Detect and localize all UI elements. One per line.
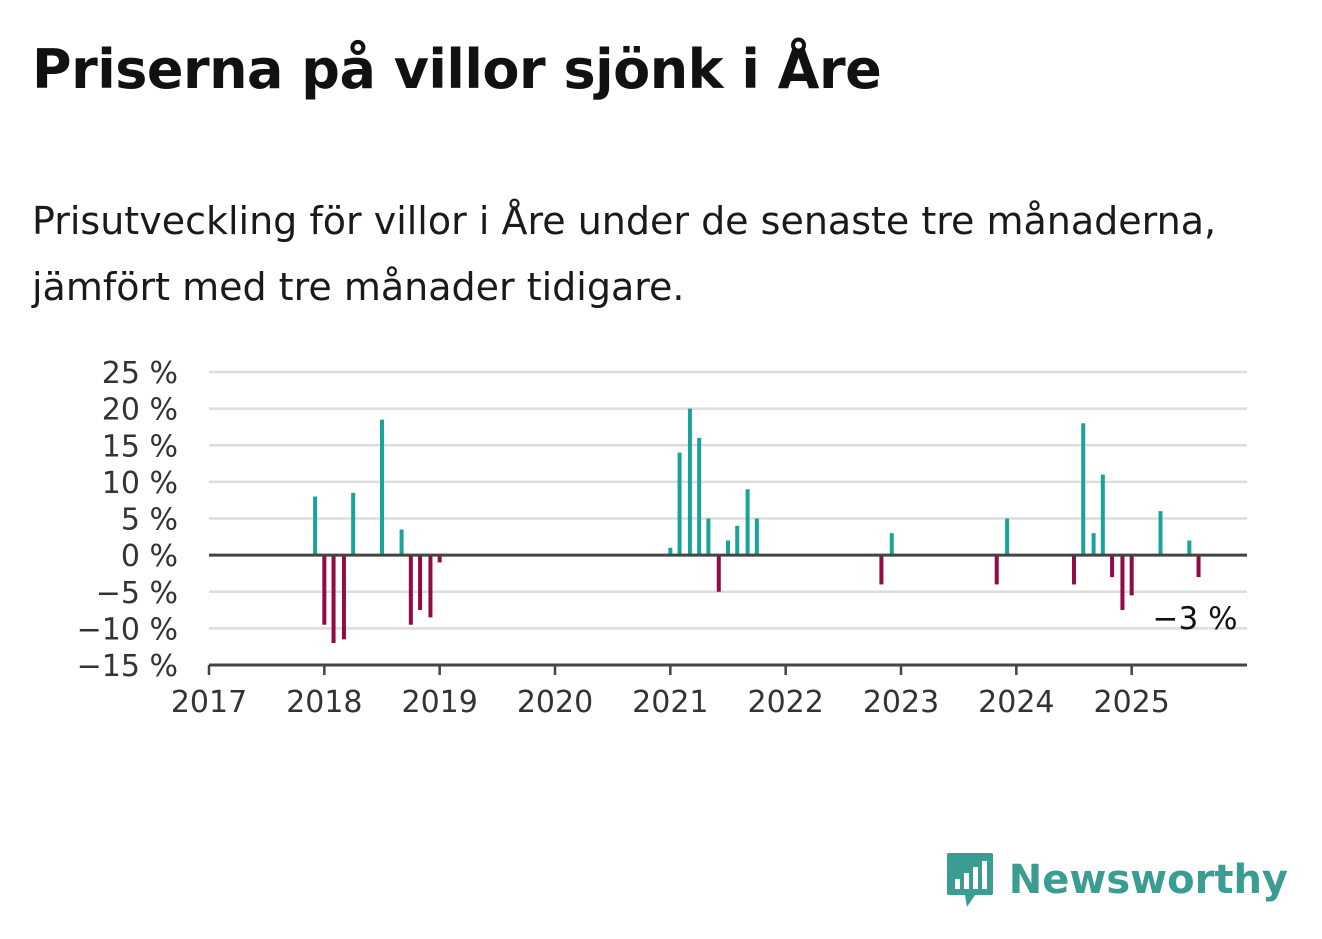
x-tick-label: 2024 <box>978 685 1054 720</box>
chart-subtitle: Prisutveckling för villor i Åre under de… <box>32 199 1217 309</box>
bar <box>1129 555 1134 596</box>
bar <box>1100 474 1105 556</box>
bar <box>437 555 442 563</box>
bar <box>380 419 384 556</box>
bar <box>677 452 682 556</box>
bar <box>1110 555 1115 578</box>
x-tick-label: 2025 <box>1093 685 1169 720</box>
bar <box>994 555 999 585</box>
chart-title: Priserna på villor sjönk i Åre <box>32 38 882 101</box>
bar <box>399 529 404 556</box>
y-tick-label: 5 % <box>121 503 178 538</box>
y-tick-label: 20 % <box>102 393 178 428</box>
bar <box>668 547 673 556</box>
bar <box>687 408 692 556</box>
bar <box>322 555 327 625</box>
bar <box>1158 511 1163 556</box>
x-tick-label: 2021 <box>632 685 708 720</box>
bar <box>1196 555 1201 578</box>
newsworthy-logo-icon <box>946 853 993 907</box>
bar <box>716 555 721 592</box>
bar <box>418 555 423 611</box>
y-tick-label: 15 % <box>102 429 178 464</box>
x-tick-label: 2020 <box>517 685 593 720</box>
bar <box>428 555 433 618</box>
bar <box>408 555 413 625</box>
bar <box>745 489 750 556</box>
brand-name: Newsworthy <box>1008 857 1288 903</box>
y-tick-label: −5 % <box>96 576 178 611</box>
x-tick-label: 2019 <box>401 685 477 720</box>
bar <box>1120 555 1125 611</box>
bar <box>331 555 336 644</box>
bar <box>1072 555 1076 585</box>
x-tick-label: 2017 <box>171 685 247 720</box>
y-tick-label: 10 % <box>102 466 178 501</box>
bar <box>889 533 894 556</box>
bar <box>735 525 740 556</box>
x-tick-label: 2023 <box>863 685 939 720</box>
axes <box>207 553 1247 675</box>
bar <box>313 496 318 556</box>
bar <box>1081 423 1086 556</box>
x-tick-label: 2022 <box>747 685 823 720</box>
bar <box>879 555 884 585</box>
y-tick-label: −10 % <box>77 612 178 647</box>
bar <box>1091 533 1096 556</box>
x-tick-label: 2018 <box>286 685 362 720</box>
bar <box>341 555 346 640</box>
brand-logo: Newsworthy <box>945 851 1288 909</box>
y-tick-label: −15 % <box>77 649 178 684</box>
annotation-label: −3 % <box>1153 601 1238 637</box>
y-tick-label: 0 % <box>121 539 178 574</box>
bar-chart: 25 %20 %15 %10 %5 %0 %−5 %−10 %−15 %2017… <box>77 356 1247 720</box>
tick-labels: 25 %20 %15 %10 %5 %0 %−5 %−10 %−15 %2017… <box>77 356 1238 720</box>
bar <box>351 492 356 556</box>
bar <box>1005 518 1010 556</box>
bar <box>726 540 730 556</box>
bar <box>697 437 702 556</box>
y-tick-label: 25 % <box>102 356 178 391</box>
gridlines <box>209 370 1247 630</box>
bars <box>313 408 1201 644</box>
bar <box>706 518 711 556</box>
bar <box>1187 540 1192 556</box>
bar <box>754 518 759 556</box>
